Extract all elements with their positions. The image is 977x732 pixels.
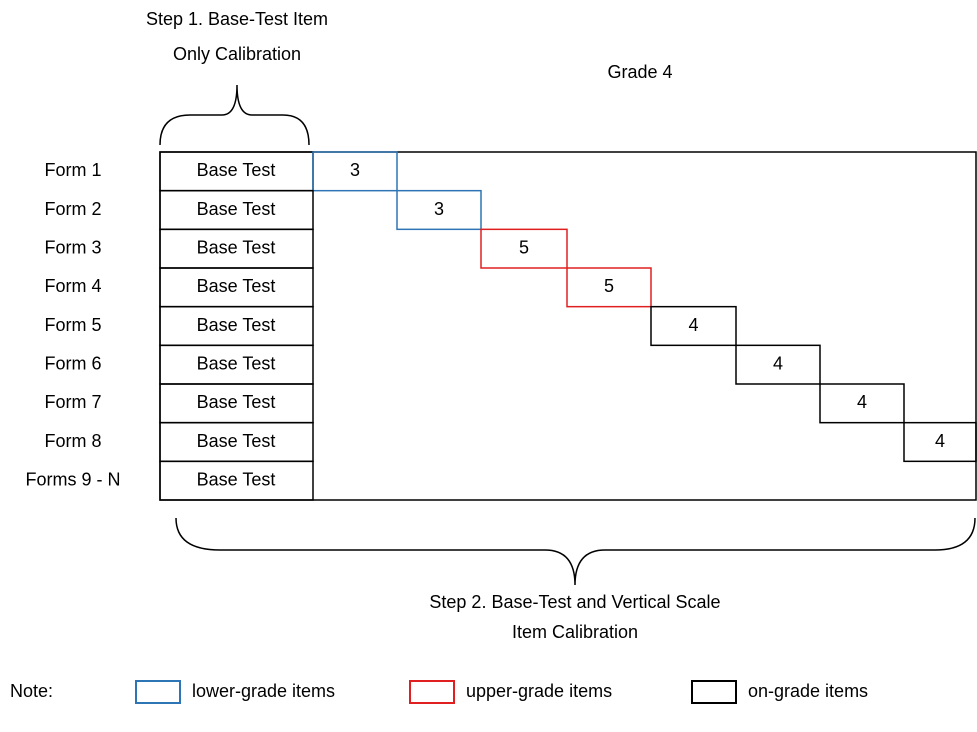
form-label: Form 1 [44,160,101,180]
item-count: 4 [935,431,945,451]
item-cell [566,267,652,308]
base-label: Base Test [197,237,276,257]
form-label: Form 5 [44,315,101,335]
base-label: Base Test [197,315,276,335]
base-label: Base Test [197,469,276,489]
item-cell [903,421,977,463]
form-label: Form 8 [44,431,101,451]
item-cell [396,189,482,231]
item-cell [480,228,568,269]
form-label: Form 6 [44,353,101,373]
item-count: 3 [434,199,444,219]
legend-swatch [135,680,181,704]
legend-swatch [409,680,455,704]
form-label: Forms 9 - N [25,469,120,489]
base-label: Base Test [197,160,276,180]
legend-label: lower-grade items [192,681,335,701]
item-count: 4 [773,353,783,373]
form-label: Form 7 [44,392,101,412]
legend-note: Note: [10,681,53,701]
item-count: 4 [857,392,867,412]
item-cell [312,151,398,192]
item-cell [819,383,905,424]
base-label: Base Test [197,276,276,296]
step1-line1: Step 1. Base-Test Item [146,9,328,29]
form-label: Form 4 [44,276,101,296]
form-label: Form 2 [44,199,101,219]
legend-label: on-grade items [748,681,868,701]
base-label: Base Test [197,353,276,373]
outer-box [159,151,977,501]
step2-line2: Item Calibration [512,622,638,642]
legend-swatch [691,680,737,704]
item-cell [735,344,821,385]
item-count: 5 [519,237,529,257]
item-count: 5 [604,276,614,296]
base-label: Base Test [197,392,276,412]
step2-brace [175,517,976,586]
step1-brace [159,84,310,146]
form-label: Form 3 [44,237,101,257]
item-count: 3 [350,160,360,180]
grade-title: Grade 4 [607,62,672,82]
step2-line1: Step 2. Base-Test and Vertical Scale [429,592,720,612]
item-count: 4 [688,315,698,335]
step1-line2: Only Calibration [173,44,301,64]
item-cell [650,305,737,347]
base-label: Base Test [197,431,276,451]
legend-label: upper-grade items [466,681,612,701]
base-cell [159,460,314,501]
base-label: Base Test [197,199,276,219]
